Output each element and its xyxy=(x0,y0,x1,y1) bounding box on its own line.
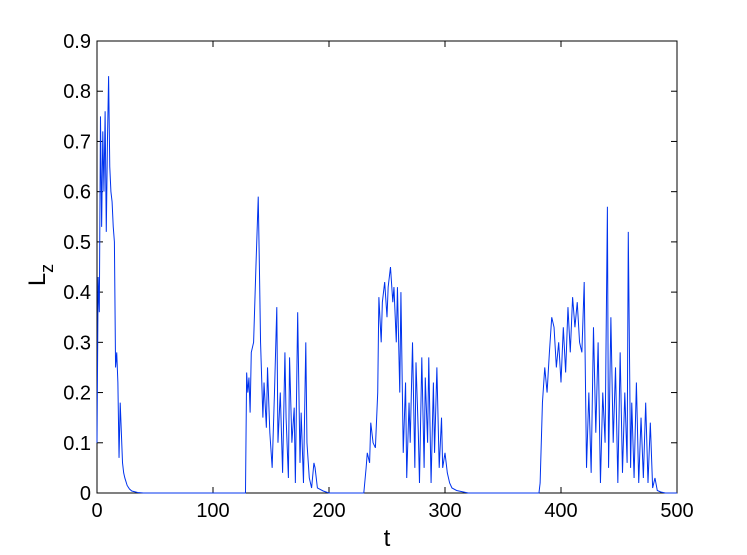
x-tick-label: 0 xyxy=(91,500,102,522)
y-tick-label: 0.7 xyxy=(63,131,91,153)
y-tick-label: 0.9 xyxy=(63,31,91,53)
y-tick-label: 0.5 xyxy=(63,232,91,254)
y-tick-label: 0.8 xyxy=(63,81,91,103)
y-tick-label: 0.3 xyxy=(63,332,91,354)
y-axis-label-group: Lz xyxy=(24,264,57,286)
x-tick-label: 500 xyxy=(660,500,693,522)
y-axis-label-main: L xyxy=(24,273,51,286)
x-tick-label: 100 xyxy=(196,500,229,522)
y-tick-label: 0.2 xyxy=(63,383,91,405)
y-tick-label: 0.4 xyxy=(63,282,91,304)
x-tick-label: 300 xyxy=(428,500,461,522)
y-axis-label-subscript: z xyxy=(37,264,57,273)
y-tick-label: 0.6 xyxy=(63,182,91,204)
x-tick-label: 400 xyxy=(544,500,577,522)
data-line xyxy=(96,76,677,494)
y-tick-label: 0 xyxy=(80,483,91,505)
y-tick-label: 0.1 xyxy=(63,433,91,455)
x-tick-label: 200 xyxy=(312,500,345,522)
plot-frame xyxy=(96,40,678,494)
y-axis-label: Lz xyxy=(24,264,57,286)
x-axis-label: t xyxy=(384,525,391,552)
